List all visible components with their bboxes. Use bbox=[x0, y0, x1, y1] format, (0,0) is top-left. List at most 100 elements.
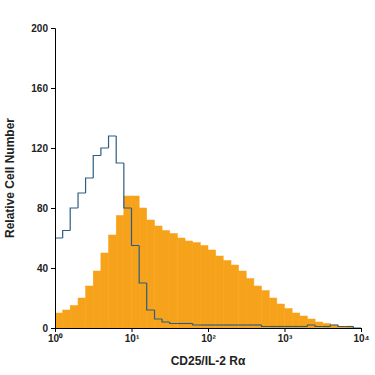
series-0 bbox=[55, 196, 353, 328]
histogram-step bbox=[55, 238, 63, 328]
histogram-step bbox=[147, 283, 155, 310]
histogram-step bbox=[307, 325, 315, 327]
histogram-step bbox=[78, 193, 86, 208]
histogram-bar bbox=[223, 261, 231, 329]
x-tick: 10² bbox=[201, 328, 216, 344]
histogram-bar bbox=[101, 253, 109, 328]
histogram-bar bbox=[315, 322, 323, 328]
histogram-bar bbox=[254, 286, 262, 328]
histogram-step bbox=[338, 325, 346, 327]
y-tick: 40 bbox=[37, 263, 55, 274]
y-axis-title: Relative Cell Number bbox=[3, 118, 17, 238]
histogram-bar bbox=[323, 324, 331, 329]
y-tick-mark bbox=[51, 28, 55, 29]
histogram-step bbox=[254, 324, 262, 325]
y-tick-label: 160 bbox=[31, 83, 48, 94]
histogram-bar bbox=[147, 220, 155, 328]
y-tick: 160 bbox=[31, 83, 55, 94]
histogram-step bbox=[239, 324, 247, 325]
y-tick-label: 120 bbox=[31, 143, 48, 154]
histogram-bar bbox=[353, 328, 361, 329]
histogram-bar bbox=[193, 243, 201, 329]
y-axis-line bbox=[51, 29, 56, 329]
y-axis: 0 40 80 120 160 200 bbox=[31, 23, 55, 334]
histogram-bar bbox=[55, 313, 63, 328]
x-tick-label: 10⁰ bbox=[48, 333, 63, 344]
histogram-step bbox=[285, 326, 293, 327]
histogram-bar bbox=[285, 309, 293, 329]
histogram-bar bbox=[93, 271, 101, 328]
histogram-step bbox=[116, 136, 124, 163]
histogram-bar bbox=[124, 196, 132, 328]
x-tick-mark bbox=[361, 328, 362, 332]
histogram-bar bbox=[300, 316, 308, 328]
histogram-bar bbox=[330, 325, 338, 328]
histogram-bar bbox=[86, 286, 94, 328]
histogram-bar bbox=[262, 291, 270, 329]
histogram-bar bbox=[109, 235, 117, 328]
histogram-step bbox=[277, 326, 285, 327]
histogram-bar bbox=[239, 271, 247, 328]
histogram-step bbox=[346, 326, 354, 327]
histogram-step bbox=[86, 178, 94, 193]
x-tick-mark bbox=[208, 328, 209, 332]
x-axis: 10⁰ 10¹ 10² 10³ 10⁴ bbox=[48, 328, 370, 344]
histogram-bar bbox=[277, 304, 285, 328]
histogram-step bbox=[269, 326, 277, 327]
histogram-bar bbox=[139, 208, 147, 328]
histogram-bar bbox=[269, 298, 277, 328]
x-tick-label: 10¹ bbox=[125, 333, 140, 344]
x-tick-label: 10⁴ bbox=[353, 333, 369, 344]
plot-area bbox=[55, 136, 361, 328]
histogram-step bbox=[63, 231, 71, 239]
x-tick-label: 10³ bbox=[278, 333, 293, 344]
histogram-bar bbox=[170, 234, 178, 329]
histogram-step bbox=[124, 163, 132, 208]
histogram-bar bbox=[292, 313, 300, 328]
histogram-bar bbox=[231, 265, 239, 328]
histogram-bar bbox=[162, 231, 170, 329]
y-tick-mark bbox=[51, 328, 55, 329]
histogram-step bbox=[315, 325, 323, 327]
y-tick-mark bbox=[51, 208, 55, 209]
histogram-step bbox=[193, 324, 201, 326]
histogram-bar bbox=[132, 196, 140, 328]
x-tick-mark bbox=[132, 328, 133, 332]
x-tick: 10⁴ bbox=[353, 328, 369, 344]
histogram-step bbox=[300, 326, 308, 327]
histogram-bar bbox=[307, 319, 315, 328]
histogram-step bbox=[246, 324, 254, 325]
histogram-step bbox=[216, 324, 224, 325]
histogram-bar bbox=[246, 279, 254, 329]
y-tick-label: 80 bbox=[37, 203, 49, 214]
histogram-bar bbox=[63, 310, 71, 328]
series-1 bbox=[55, 136, 361, 328]
histogram-step bbox=[109, 136, 117, 148]
y-tick: 120 bbox=[31, 143, 55, 154]
y-tick-label: 200 bbox=[31, 23, 48, 34]
y-tick: 80 bbox=[37, 203, 55, 214]
y-tick: 200 bbox=[31, 23, 55, 34]
histogram-step bbox=[170, 322, 178, 324]
histogram-bar bbox=[185, 241, 193, 328]
histogram-step bbox=[177, 323, 185, 324]
histogram-step bbox=[231, 324, 239, 325]
y-tick-label: 40 bbox=[37, 263, 49, 274]
histogram-bar bbox=[116, 216, 124, 329]
histogram-step bbox=[185, 323, 193, 324]
x-axis-title: CD25/IL-2 Rα bbox=[171, 354, 246, 368]
x-axis-line bbox=[56, 329, 362, 333]
y-tick: 0 bbox=[42, 323, 55, 334]
y-tick-label: 0 bbox=[42, 323, 48, 334]
histogram-bar bbox=[177, 238, 185, 328]
x-tick-mark bbox=[285, 328, 286, 332]
histogram-bar bbox=[208, 250, 216, 328]
histogram-step bbox=[330, 325, 338, 327]
histogram-step bbox=[223, 324, 231, 325]
chart: 10⁰ 10¹ 10² 10³ 10⁴ 0 40 80 120 160 200 CD25/IL-2 R… bbox=[0, 0, 375, 375]
histogram-bar bbox=[78, 298, 86, 328]
histogram-step bbox=[353, 327, 361, 329]
histogram-bar bbox=[346, 327, 354, 329]
x-tick: 10¹ bbox=[125, 328, 140, 344]
histogram-bar bbox=[155, 226, 163, 328]
